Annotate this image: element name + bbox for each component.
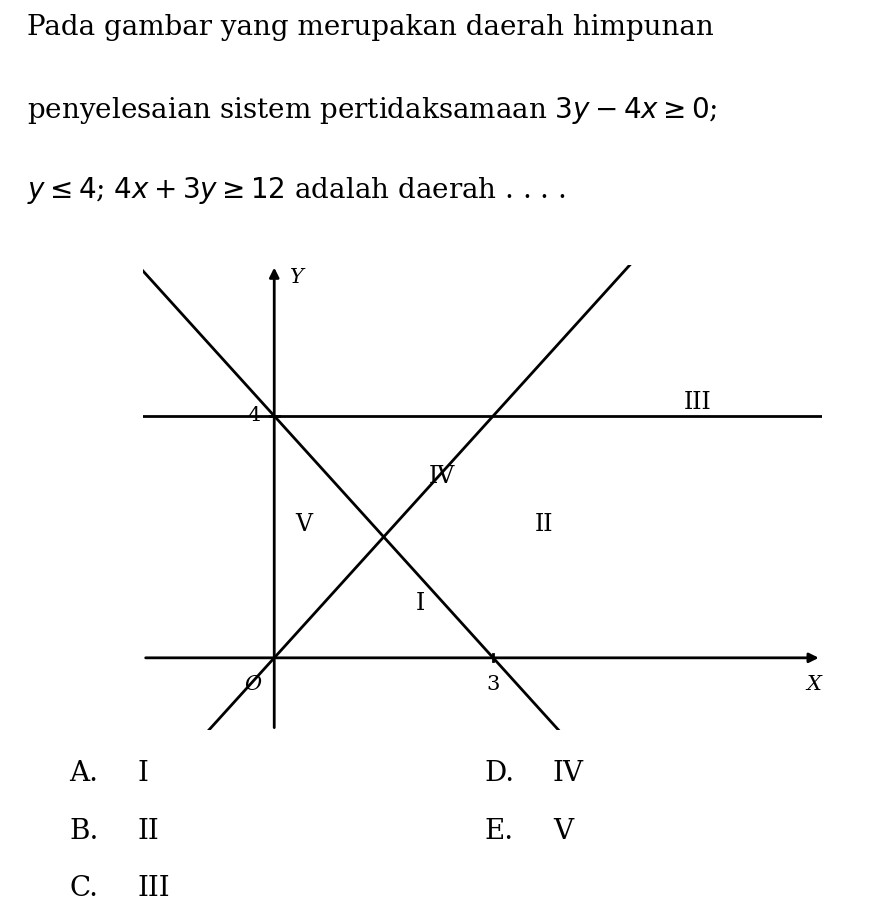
Text: A.: A.: [70, 761, 98, 787]
Text: penyelesaian sistem pertidaksamaan $3y - 4x \geq 0$;: penyelesaian sistem pertidaksamaan $3y -…: [27, 95, 717, 126]
Text: C.: C.: [70, 875, 98, 902]
Text: B.: B.: [70, 818, 98, 845]
Text: IV: IV: [429, 465, 455, 488]
Text: Y: Y: [290, 268, 304, 287]
Text: E.: E.: [485, 818, 514, 845]
Text: IV: IV: [553, 761, 584, 787]
Text: D.: D.: [485, 761, 515, 787]
Text: III: III: [138, 875, 170, 902]
Text: III: III: [684, 391, 712, 415]
Text: II: II: [535, 513, 554, 536]
Text: 4: 4: [248, 406, 261, 425]
Text: V: V: [553, 818, 573, 845]
Text: X: X: [806, 675, 822, 694]
Text: $y \leq 4$; $4x + 3y \geq 12$ adalah daerah . . . .: $y \leq 4$; $4x + 3y \geq 12$ adalah dae…: [27, 175, 565, 206]
Text: Pada gambar yang merupakan daerah himpunan: Pada gambar yang merupakan daerah himpun…: [27, 14, 714, 41]
Text: 3: 3: [487, 675, 500, 694]
Text: O: O: [244, 675, 261, 694]
Text: II: II: [138, 818, 159, 845]
Text: I: I: [138, 761, 148, 787]
Text: I: I: [415, 592, 425, 615]
Text: V: V: [295, 513, 312, 536]
